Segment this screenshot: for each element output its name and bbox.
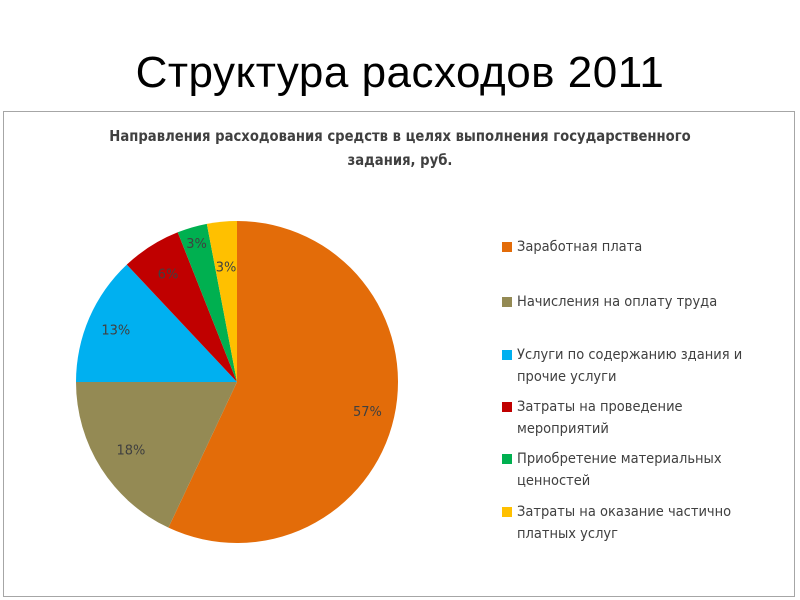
legend-swatch [502,507,512,517]
data-label: 3% [216,261,237,276]
pie-slice [76,264,237,382]
data-label: 13% [101,324,130,339]
data-label: 57% [353,405,382,420]
chart-title: Направления расходования средств в целях… [48,124,752,172]
legend-swatch [502,454,512,464]
legend-item: Услуги по содержанию здания и прочие усл… [502,344,800,388]
legend-item: Затраты на проведение мероприятий [502,396,800,440]
legend-item: Затраты на оказание частично платных усл… [502,501,800,545]
slide-title: Структура расходов 2011 [135,48,665,97]
legend-label: Услуги по содержанию здания и прочие усл… [517,347,743,385]
legend-swatch [502,402,512,412]
legend-label: Заработная плата [517,239,643,255]
legend-label: Приобретение материальных ценностей [517,451,722,489]
pie-slice [76,382,237,528]
chart-title-line-1: Направления расходования средств в целях… [109,127,691,145]
data-label: 6% [158,267,179,282]
legend-label: Затраты на оказание частично платных усл… [517,504,732,542]
legend-swatch [502,242,512,252]
legend-swatch [502,297,512,307]
legend-item: Приобретение материальных ценностей [502,448,800,492]
data-label: 3% [186,237,207,252]
pie-slice [206,221,237,382]
data-label: 18% [117,443,146,458]
pie-slice [126,232,237,382]
legend-label: Начисления на оплату труда [517,294,718,310]
chart-frame [3,111,795,597]
legend-item: Начисления на оплату труда [502,291,800,313]
legend-item: Заработная плата [502,236,800,258]
chart-title-line-2: задания, руб. [347,151,453,169]
legend: Заработная плата Начисления на оплату тру… [502,236,792,556]
pie-slice [168,221,398,543]
legend-swatch [502,350,512,360]
legend-label: Затраты на проведение мероприятий [517,399,683,437]
pie-slice [177,223,237,382]
